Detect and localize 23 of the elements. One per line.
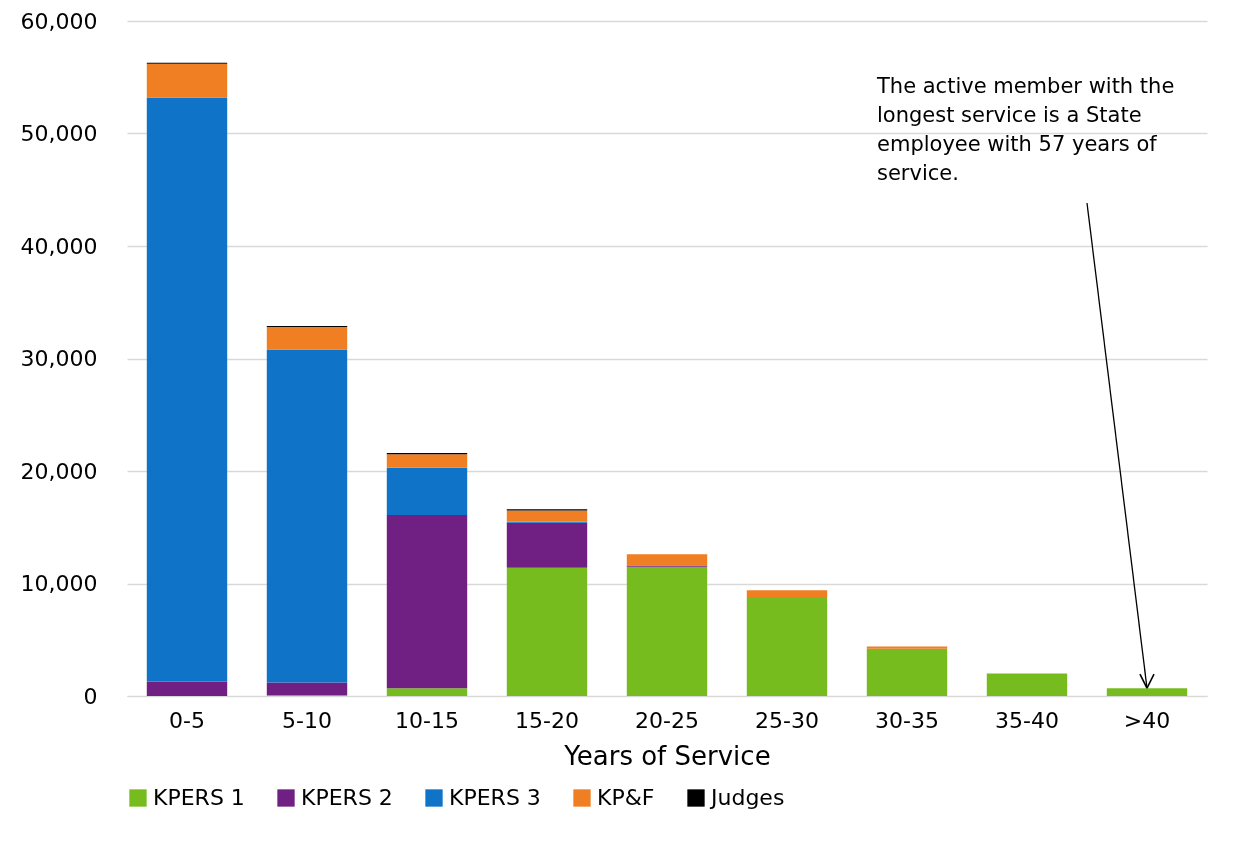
- x-tick-label: 15-20: [515, 707, 579, 733]
- legend-label: KPERS 2: [301, 785, 393, 810]
- x-tick-label: 5-10: [282, 707, 332, 733]
- annotation: The active member with the longest service is a State employee with 57 years of service.: [876, 74, 1175, 185]
- x-tick-label: 0-5: [169, 707, 205, 733]
- y-tick-label: 10,000: [20, 571, 98, 596]
- y-tick-label: 20,000: [20, 458, 98, 484]
- x-tick-label: 35-40: [995, 707, 1059, 733]
- y-tick-label: 0: [83, 683, 98, 709]
- legend-label: KPERS 1: [153, 785, 245, 810]
- legend-label: KPERS 3: [449, 785, 541, 810]
- legend-label: KP&F: [597, 785, 655, 810]
- y-tick-label: 30,000: [20, 346, 98, 371]
- x-tick-label: 20-25: [635, 707, 699, 733]
- legend-label: Judges: [709, 785, 785, 810]
- x-tick-label: >40: [1123, 707, 1171, 733]
- y-tick-label: 60,000: [20, 8, 98, 34]
- y-tick-label: 40,000: [20, 233, 98, 259]
- x-tick-label: 25-30: [755, 707, 819, 733]
- x-tick-label: 30-35: [875, 707, 939, 733]
- x-tick-label: 10-15: [395, 707, 459, 733]
- y-tick-label: 50,000: [20, 121, 98, 146]
- x-axis-title: Years of Service: [563, 740, 771, 771]
